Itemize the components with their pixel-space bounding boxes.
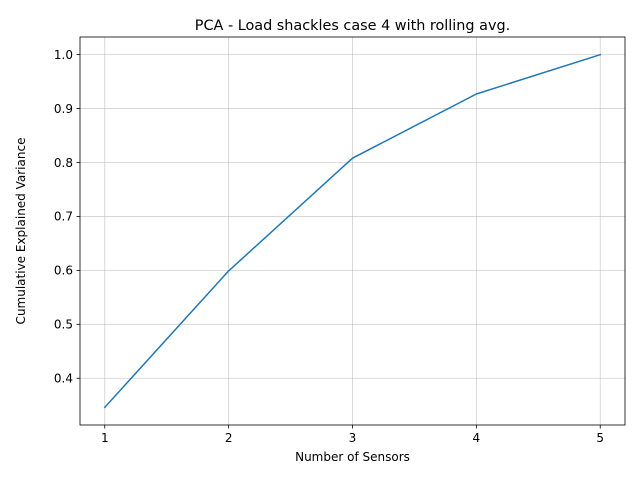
y-tick-label: 0.4	[54, 372, 73, 386]
series-line	[103, 53, 602, 409]
series-layer	[103, 53, 602, 409]
y-tick-label: 0.6	[54, 264, 73, 278]
x-tick-label: 2	[225, 431, 233, 445]
y-tick-label: 1.0	[54, 48, 73, 62]
y-tick-label: 0.7	[54, 210, 73, 224]
y-tick-label: 0.5	[54, 318, 73, 332]
y-axis: 0.4 0.5 0.6 0.7 0.8 0.9 1.0	[54, 48, 80, 386]
x-tick-label: 4	[473, 431, 481, 445]
chart-title: PCA - Load shackles case 4 with rolling …	[195, 18, 510, 34]
y-axis-label: Cumulative Explained Variance	[14, 138, 28, 325]
x-axis-label: Number of Sensors	[295, 450, 410, 464]
x-axis: 1 2 3 4 5	[101, 425, 604, 445]
x-tick-label: 1	[101, 431, 109, 445]
y-tick-label: 0.9	[54, 102, 73, 116]
grid-lines	[80, 37, 625, 425]
x-tick-label: 5	[596, 431, 604, 445]
y-tick-label: 0.8	[54, 156, 73, 170]
x-tick-label: 3	[349, 431, 357, 445]
